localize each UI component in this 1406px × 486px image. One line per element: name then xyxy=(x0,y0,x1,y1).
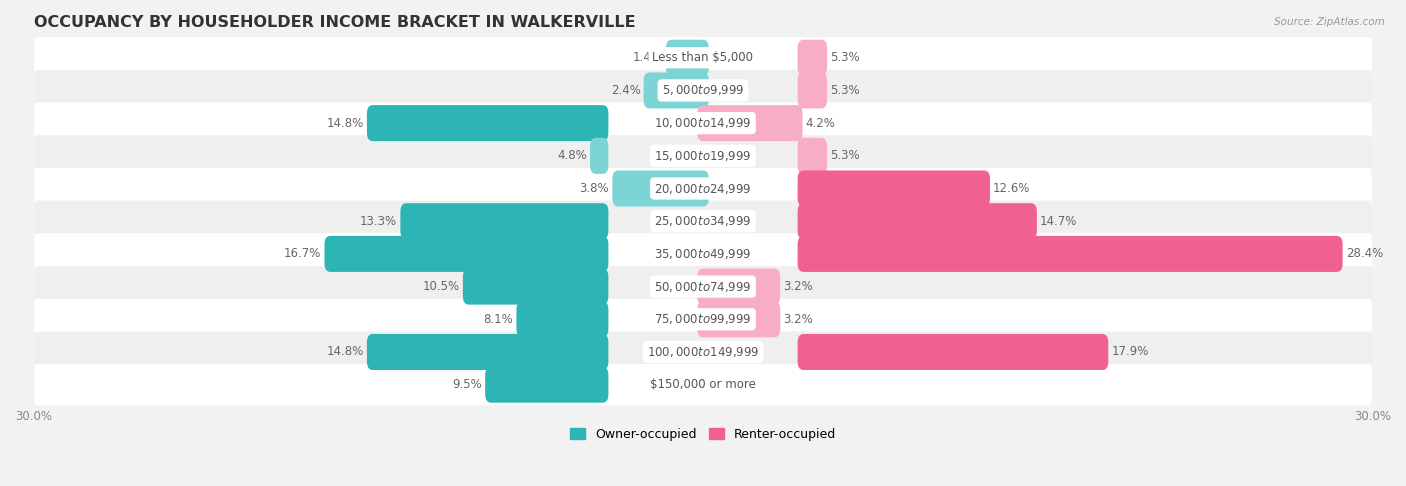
Text: 10.5%: 10.5% xyxy=(423,280,460,293)
Text: $25,000 to $34,999: $25,000 to $34,999 xyxy=(654,214,752,228)
Text: 3.8%: 3.8% xyxy=(579,182,609,195)
FancyBboxPatch shape xyxy=(34,168,1372,209)
Text: $50,000 to $74,999: $50,000 to $74,999 xyxy=(654,279,752,294)
FancyBboxPatch shape xyxy=(367,105,609,141)
FancyBboxPatch shape xyxy=(34,103,1372,144)
Text: $100,000 to $149,999: $100,000 to $149,999 xyxy=(647,345,759,359)
Text: 4.8%: 4.8% xyxy=(557,149,586,162)
Text: 16.7%: 16.7% xyxy=(284,247,322,260)
Text: 1.4%: 1.4% xyxy=(633,51,662,64)
Text: 3.2%: 3.2% xyxy=(783,313,813,326)
FancyBboxPatch shape xyxy=(797,203,1036,239)
FancyBboxPatch shape xyxy=(797,72,827,108)
Legend: Owner-occupied, Renter-occupied: Owner-occupied, Renter-occupied xyxy=(565,423,841,446)
Text: $35,000 to $49,999: $35,000 to $49,999 xyxy=(654,247,752,261)
Text: 17.9%: 17.9% xyxy=(1111,346,1149,359)
FancyBboxPatch shape xyxy=(34,233,1372,275)
Text: $150,000 or more: $150,000 or more xyxy=(650,378,756,391)
FancyBboxPatch shape xyxy=(367,334,609,370)
FancyBboxPatch shape xyxy=(797,138,827,174)
FancyBboxPatch shape xyxy=(797,334,1108,370)
FancyBboxPatch shape xyxy=(401,203,609,239)
FancyBboxPatch shape xyxy=(34,331,1372,373)
FancyBboxPatch shape xyxy=(325,236,609,272)
FancyBboxPatch shape xyxy=(34,37,1372,78)
Text: OCCUPANCY BY HOUSEHOLDER INCOME BRACKET IN WALKERVILLE: OCCUPANCY BY HOUSEHOLDER INCOME BRACKET … xyxy=(34,15,636,30)
Text: $20,000 to $24,999: $20,000 to $24,999 xyxy=(654,181,752,195)
Text: 5.3%: 5.3% xyxy=(830,84,860,97)
Text: $15,000 to $19,999: $15,000 to $19,999 xyxy=(654,149,752,163)
FancyBboxPatch shape xyxy=(516,301,609,337)
Text: 9.5%: 9.5% xyxy=(453,378,482,391)
Text: $5,000 to $9,999: $5,000 to $9,999 xyxy=(662,84,744,97)
FancyBboxPatch shape xyxy=(644,72,709,108)
Text: Less than $5,000: Less than $5,000 xyxy=(652,51,754,64)
Text: 5.3%: 5.3% xyxy=(830,149,860,162)
FancyBboxPatch shape xyxy=(34,135,1372,176)
FancyBboxPatch shape xyxy=(485,366,609,403)
Text: 0.0%: 0.0% xyxy=(711,378,741,391)
Text: 14.7%: 14.7% xyxy=(1040,215,1077,228)
FancyBboxPatch shape xyxy=(613,171,709,207)
Text: $75,000 to $99,999: $75,000 to $99,999 xyxy=(654,312,752,326)
Text: 3.2%: 3.2% xyxy=(783,280,813,293)
FancyBboxPatch shape xyxy=(697,105,803,141)
Text: 2.4%: 2.4% xyxy=(610,84,641,97)
Text: 5.3%: 5.3% xyxy=(830,51,860,64)
Text: $10,000 to $14,999: $10,000 to $14,999 xyxy=(654,116,752,130)
FancyBboxPatch shape xyxy=(797,171,990,207)
Text: Source: ZipAtlas.com: Source: ZipAtlas.com xyxy=(1274,17,1385,27)
Text: 4.2%: 4.2% xyxy=(806,117,835,130)
FancyBboxPatch shape xyxy=(591,138,609,174)
Text: 13.3%: 13.3% xyxy=(360,215,398,228)
FancyBboxPatch shape xyxy=(697,269,780,305)
Text: 12.6%: 12.6% xyxy=(993,182,1031,195)
FancyBboxPatch shape xyxy=(34,70,1372,111)
FancyBboxPatch shape xyxy=(697,301,780,337)
FancyBboxPatch shape xyxy=(666,40,709,76)
Text: 14.8%: 14.8% xyxy=(326,346,364,359)
Text: 14.8%: 14.8% xyxy=(326,117,364,130)
FancyBboxPatch shape xyxy=(34,201,1372,242)
FancyBboxPatch shape xyxy=(797,40,827,76)
FancyBboxPatch shape xyxy=(797,236,1343,272)
FancyBboxPatch shape xyxy=(463,269,609,305)
FancyBboxPatch shape xyxy=(34,266,1372,307)
Text: 28.4%: 28.4% xyxy=(1346,247,1384,260)
FancyBboxPatch shape xyxy=(34,299,1372,340)
FancyBboxPatch shape xyxy=(34,364,1372,405)
Text: 8.1%: 8.1% xyxy=(484,313,513,326)
